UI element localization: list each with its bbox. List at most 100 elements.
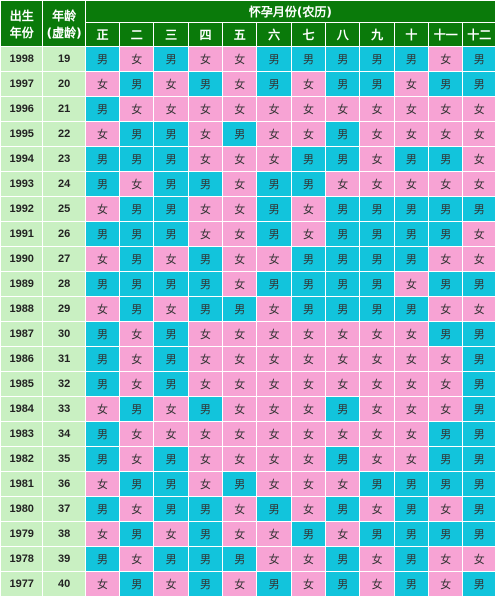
birth-year-cell: 1995 xyxy=(0,121,44,147)
birth-year-cell: 1996 xyxy=(0,96,44,122)
gender-cell: 男 xyxy=(84,221,121,247)
gender-cell: 男 xyxy=(153,496,189,522)
table-row: 1993 24 男女男男女男男女女女女女 xyxy=(0,171,496,197)
gender-cell: 男 xyxy=(119,146,155,172)
gender-cell: 男 xyxy=(153,346,189,372)
gender-cell: 女 xyxy=(462,546,496,572)
gender-cell: 男 xyxy=(187,546,224,572)
gender-cell: 男 xyxy=(359,221,395,247)
gender-cell: 女 xyxy=(222,221,258,247)
gender-cell: 女 xyxy=(119,421,155,447)
gender-cell: 男 xyxy=(84,171,121,197)
age-header: 年龄 (虚龄) xyxy=(42,0,86,47)
gender-cell: 男 xyxy=(84,271,121,297)
gender-cell: 男 xyxy=(428,521,464,547)
gender-cell: 女 xyxy=(222,171,258,197)
gender-cell: 男 xyxy=(393,246,430,272)
gender-cell: 女 xyxy=(222,396,258,422)
gender-cell: 女 xyxy=(153,71,189,97)
month-title-header: 怀孕月份(农历) xyxy=(84,0,496,23)
table-row: 1998 19 男女男女女男男男男男女男 xyxy=(0,46,496,72)
birth-year-cell: 1992 xyxy=(0,196,44,222)
gender-cell: 男 xyxy=(119,396,155,422)
gender-cell: 女 xyxy=(256,521,292,547)
month-header-cell: 四 xyxy=(187,22,224,47)
gender-cell: 女 xyxy=(256,321,292,347)
gender-cell: 男 xyxy=(84,321,121,347)
table-row: 1981 36 女男男女男女女女男男男男 xyxy=(0,471,496,497)
chart-body: 1998 19 男女男女女男男男男男女男 1997 20 女男女男女男女男男女男男 1996… xyxy=(0,46,496,597)
gender-cell: 女 xyxy=(222,271,258,297)
gender-cell: 男 xyxy=(84,546,121,572)
gender-cell: 女 xyxy=(393,96,430,122)
age-cell: 27 xyxy=(42,246,86,272)
gender-cell: 男 xyxy=(119,571,155,597)
gender-cell: 女 xyxy=(256,146,292,172)
gender-cell: 男 xyxy=(119,121,155,147)
birth-year-cell: 1993 xyxy=(0,171,44,197)
gender-cell: 女 xyxy=(462,296,496,322)
gender-cell: 男 xyxy=(428,471,464,497)
age-cell: 24 xyxy=(42,171,86,197)
gender-cell: 男 xyxy=(393,296,430,322)
gender-cell: 男 xyxy=(153,371,189,397)
table-row: 1986 31 男女男女女女女女女女女男 xyxy=(0,346,496,372)
gender-cell: 男 xyxy=(393,571,430,597)
gender-cell: 男 xyxy=(119,71,155,97)
gender-cell: 男 xyxy=(290,46,327,72)
gender-cell: 女 xyxy=(187,121,224,147)
gender-cell: 女 xyxy=(84,471,121,497)
gender-cell: 男 xyxy=(119,196,155,222)
month-header-cell: 二 xyxy=(119,22,155,47)
birth-year-cell: 1994 xyxy=(0,146,44,172)
gender-cell: 女 xyxy=(462,246,496,272)
age-cell: 39 xyxy=(42,546,86,572)
gender-cell: 女 xyxy=(153,296,189,322)
gender-cell: 女 xyxy=(290,346,327,372)
gender-cell: 男 xyxy=(325,271,361,297)
gender-cell: 男 xyxy=(325,396,361,422)
gender-cell: 男 xyxy=(222,296,258,322)
month-header-cell: 五 xyxy=(222,22,258,47)
gender-cell: 女 xyxy=(119,496,155,522)
gender-cell: 男 xyxy=(256,171,292,197)
gender-cell: 男 xyxy=(462,421,496,447)
gender-cell: 女 xyxy=(119,46,155,72)
gender-cell: 女 xyxy=(462,96,496,122)
birth-year-cell: 1981 xyxy=(0,471,44,497)
gender-cell: 女 xyxy=(393,171,430,197)
gender-cell: 女 xyxy=(222,246,258,272)
gender-cell: 女 xyxy=(290,471,327,497)
gender-cell: 男 xyxy=(187,271,224,297)
gender-cell: 男 xyxy=(84,146,121,172)
gender-cell: 男 xyxy=(393,496,430,522)
gender-cell: 女 xyxy=(393,421,430,447)
gender-cell: 男 xyxy=(153,171,189,197)
gender-cell: 女 xyxy=(187,321,224,347)
gender-cell: 女 xyxy=(393,446,430,472)
gender-cell: 男 xyxy=(462,196,496,222)
gender-cell: 女 xyxy=(462,221,496,247)
gender-cell: 女 xyxy=(119,346,155,372)
gender-cell: 女 xyxy=(222,521,258,547)
gender-cell: 女 xyxy=(393,271,430,297)
gender-cell: 女 xyxy=(393,321,430,347)
gender-cell: 女 xyxy=(359,96,395,122)
table-row: 1987 30 男女男女女女女女女女男男 xyxy=(0,321,496,347)
gender-cell: 女 xyxy=(290,396,327,422)
gender-cell: 女 xyxy=(153,246,189,272)
birth-year-cell: 1984 xyxy=(0,396,44,422)
gender-cell: 女 xyxy=(222,346,258,372)
gender-cell: 男 xyxy=(153,471,189,497)
gender-cell: 女 xyxy=(256,546,292,572)
gender-cell: 男 xyxy=(256,271,292,297)
gender-cell: 女 xyxy=(428,396,464,422)
gender-cell: 女 xyxy=(359,546,395,572)
table-row: 1982 35 男女男女女女女男女女男男 xyxy=(0,446,496,472)
gender-cell: 女 xyxy=(290,546,327,572)
gender-cell: 女 xyxy=(290,446,327,472)
gender-cell: 男 xyxy=(84,446,121,472)
gender-cell: 男 xyxy=(84,496,121,522)
gender-cell: 男 xyxy=(428,146,464,172)
month-header-cell: 九 xyxy=(359,22,395,47)
